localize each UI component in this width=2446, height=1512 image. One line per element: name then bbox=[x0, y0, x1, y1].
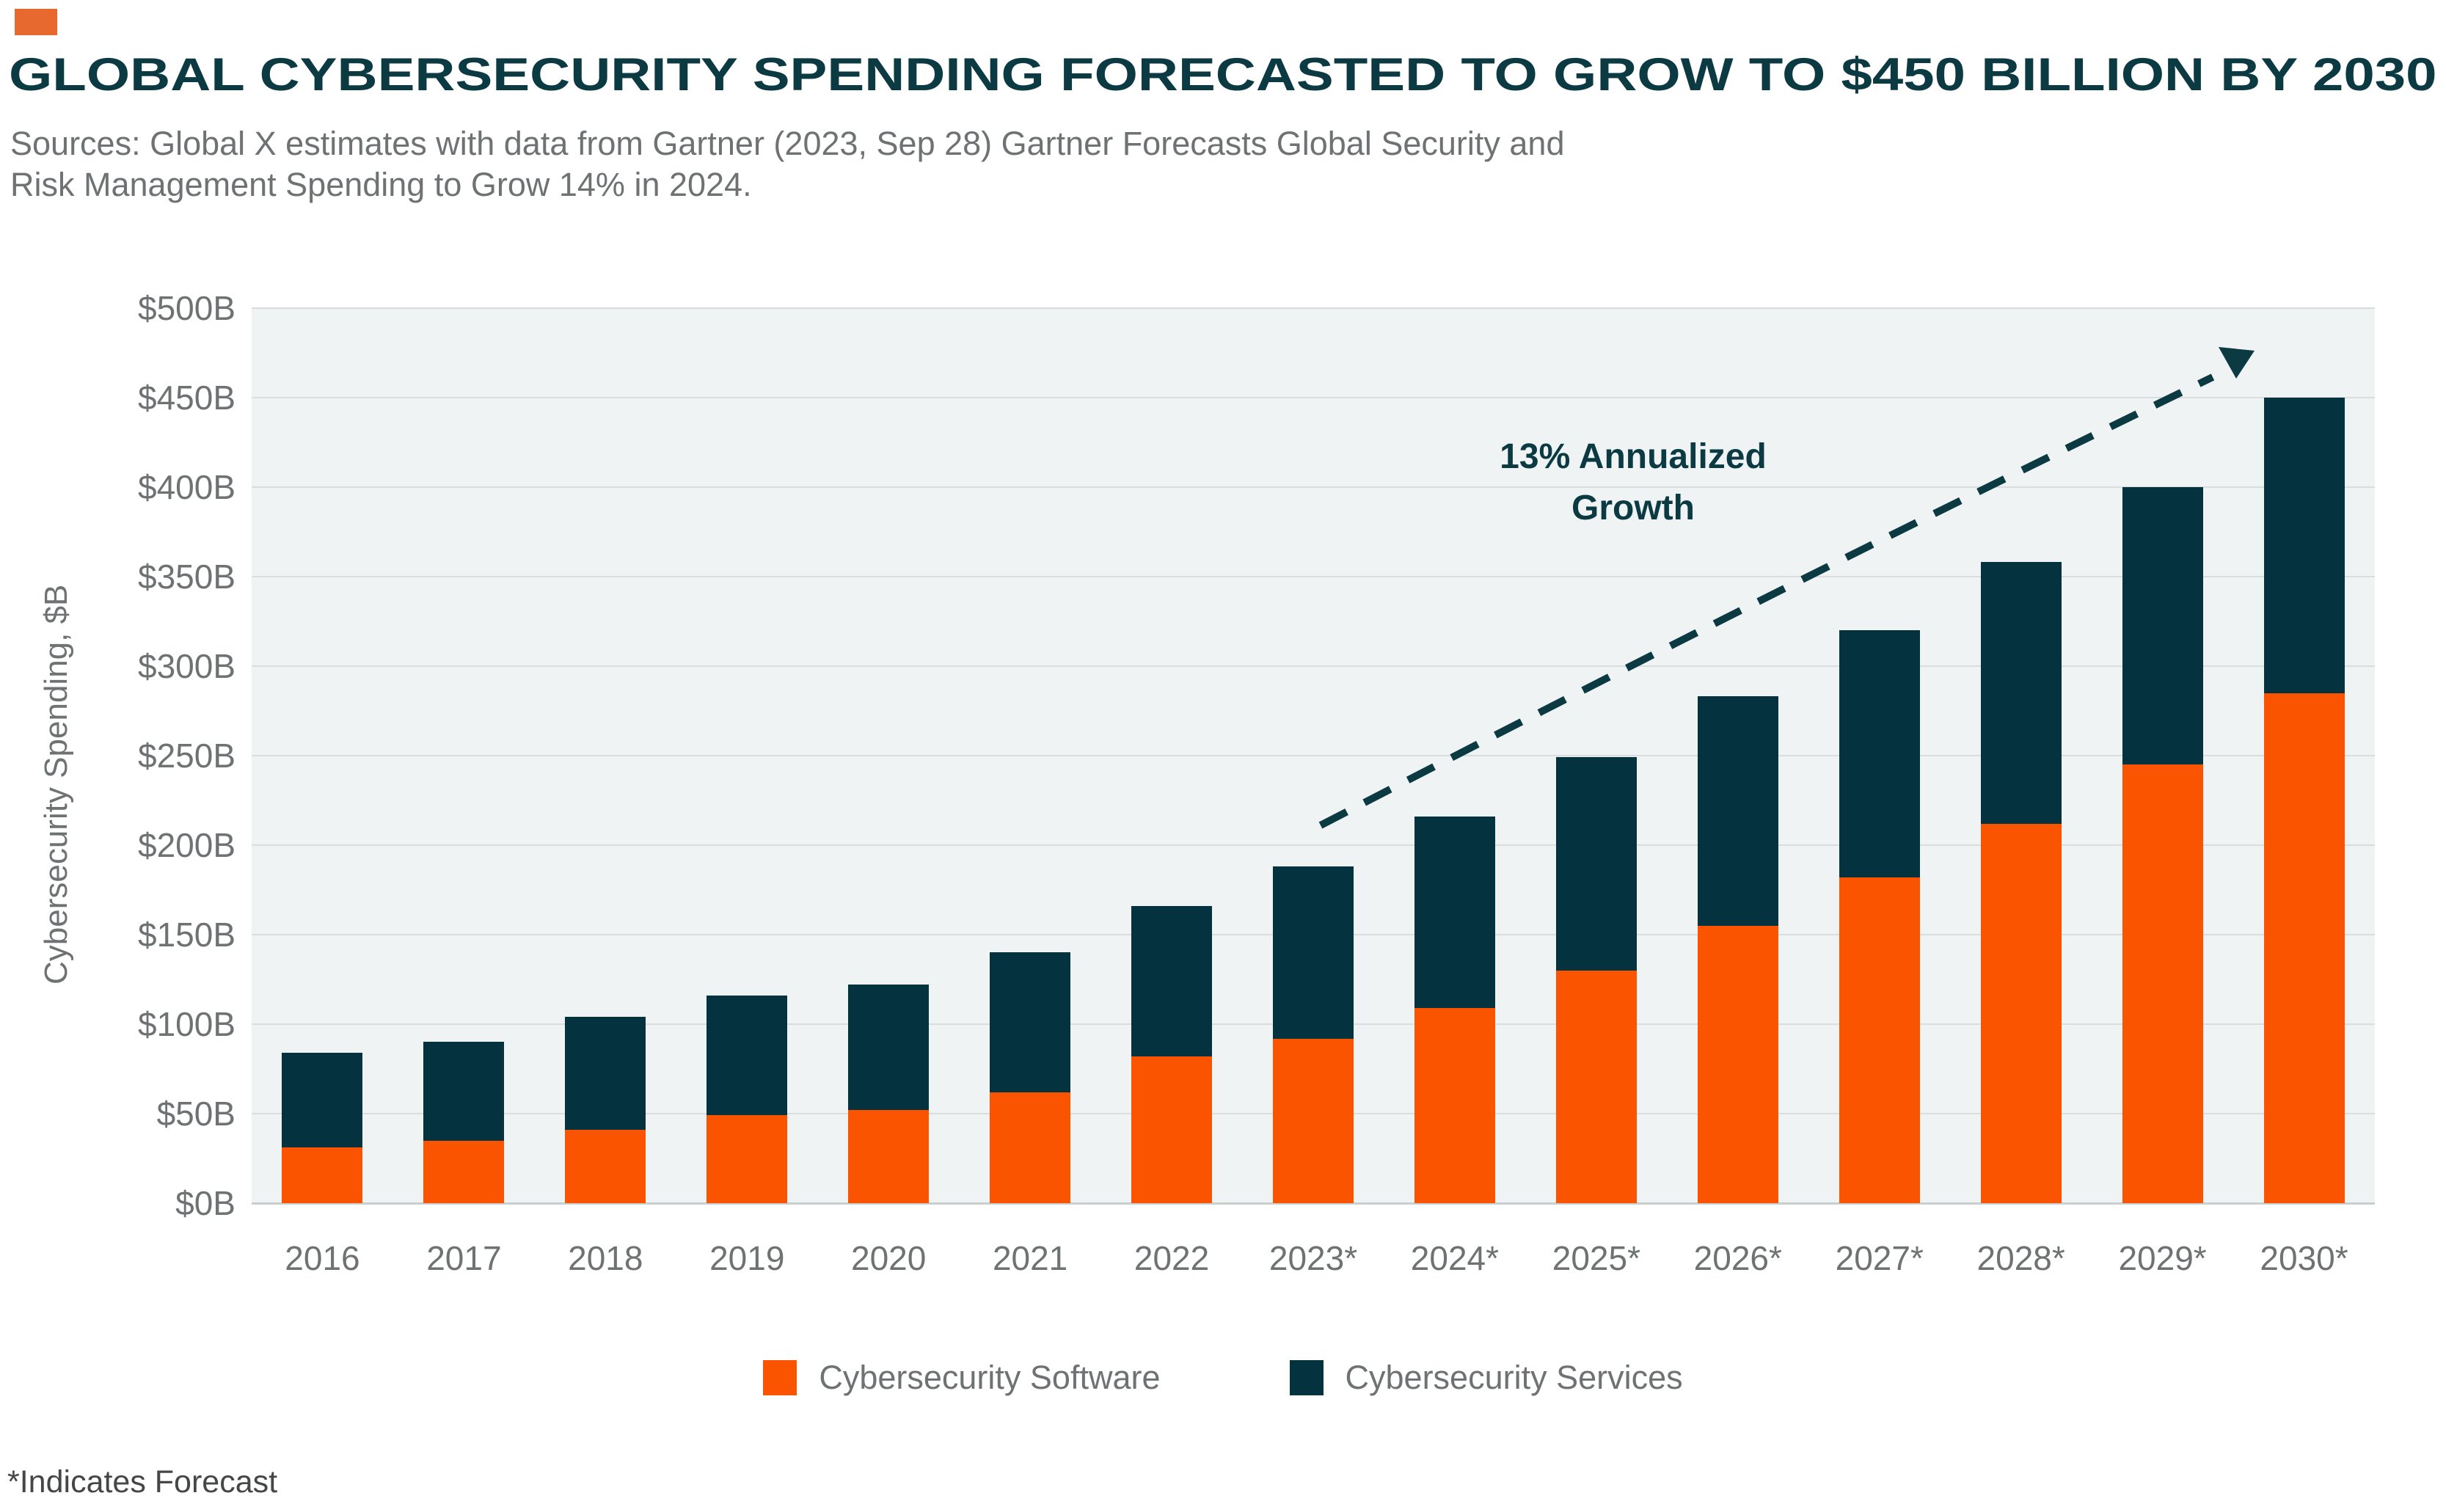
bar-segment-services bbox=[1555, 757, 1637, 971]
chart-title: GLOBAL CYBERSECURITY SPENDING FORECASTED… bbox=[9, 49, 2437, 101]
bar-2017 bbox=[423, 1042, 505, 1203]
bar-2029 bbox=[2122, 487, 2203, 1203]
x-tick-label-2024: 2024* bbox=[1410, 1239, 1500, 1277]
bar-2026 bbox=[1697, 696, 1778, 1203]
bar-segment-software bbox=[565, 1129, 646, 1203]
bar-segment-software bbox=[990, 1092, 1071, 1203]
bar-segment-software bbox=[2122, 764, 2203, 1203]
y-tick-label-450b: $450B bbox=[137, 379, 236, 417]
bar-2023 bbox=[1273, 866, 1354, 1203]
bar-segment-software bbox=[1414, 1008, 1495, 1203]
bar-segment-services bbox=[2263, 398, 2345, 693]
bar-segment-services bbox=[1839, 630, 1920, 877]
gridline-350b bbox=[252, 576, 2375, 577]
bar-segment-software bbox=[2263, 693, 2345, 1203]
y-tick-label-250b: $250B bbox=[137, 737, 236, 775]
legend-label-software: Cybersecurity Software bbox=[819, 1359, 1161, 1396]
bar-segment-services bbox=[707, 995, 788, 1116]
legend-label-services: Cybersecurity Services bbox=[1345, 1359, 1683, 1396]
x-tick-label-2028: 2028* bbox=[1976, 1239, 2065, 1277]
y-tick-label-400b: $400B bbox=[137, 468, 236, 506]
source-line-1: Sources: Global X estimates with data fr… bbox=[10, 125, 1565, 162]
y-tick-label-150b: $150B bbox=[137, 916, 236, 954]
x-tick-label-2025: 2025* bbox=[1552, 1239, 1640, 1277]
bar-segment-services bbox=[990, 952, 1071, 1092]
y-tick-label-200b: $200B bbox=[137, 826, 236, 864]
bar-segment-services bbox=[282, 1053, 363, 1148]
gridline-500b bbox=[252, 307, 2375, 309]
x-tick-label-2019: 2019 bbox=[709, 1239, 785, 1277]
x-tick-label-2017: 2017 bbox=[426, 1239, 502, 1277]
bar-segment-software bbox=[848, 1110, 930, 1203]
source-line-2: Risk Management Spending to Grow 14% in … bbox=[10, 166, 752, 203]
gridline-400b bbox=[252, 486, 2375, 488]
bar-2019 bbox=[707, 995, 788, 1203]
gridline-200b bbox=[252, 844, 2375, 846]
legend-item-software: Cybersecurity Software bbox=[763, 1359, 1161, 1397]
plot-area: 13% Annualized Growth $0B $50B $100B $150B $… bbox=[138, 289, 2375, 1277]
bar-2025 bbox=[1555, 757, 1637, 1203]
x-tick-label-2030: 2030* bbox=[2260, 1239, 2348, 1277]
bar-segment-services bbox=[565, 1017, 646, 1130]
x-tick-label-2026: 2026* bbox=[1693, 1239, 1782, 1277]
bar-2020 bbox=[848, 985, 930, 1203]
bar-2021 bbox=[990, 952, 1071, 1203]
bar-segment-services bbox=[1980, 562, 2062, 824]
bar-2030 bbox=[2263, 398, 2345, 1203]
bar-segment-software bbox=[707, 1115, 788, 1203]
bar-segment-software bbox=[1555, 970, 1637, 1203]
bar-2022 bbox=[1131, 905, 1213, 1203]
bar-segment-services bbox=[1414, 816, 1495, 1009]
bar-segment-software bbox=[1980, 823, 2062, 1203]
y-tick-label-300b: $300B bbox=[137, 647, 236, 685]
brand-accent-square bbox=[15, 9, 57, 35]
source-note: Sources: Global X estimates with data fr… bbox=[10, 123, 1564, 205]
bar-segment-services bbox=[1273, 866, 1354, 1039]
bar-segment-software bbox=[1697, 925, 1778, 1203]
bar-2027 bbox=[1839, 630, 1920, 1203]
gridline-0b bbox=[252, 1202, 2375, 1205]
bar-segment-software bbox=[423, 1140, 505, 1203]
bar-segment-services bbox=[423, 1042, 505, 1141]
bar-2016 bbox=[282, 1053, 363, 1203]
x-tick-label-2022: 2022 bbox=[1133, 1239, 1210, 1277]
bar-segment-software bbox=[1839, 877, 1920, 1203]
y-tick-label-0b: $0B bbox=[175, 1184, 236, 1222]
services-swatch-icon bbox=[1289, 1360, 1324, 1395]
y-tick-label-50b: $50B bbox=[156, 1095, 236, 1133]
legend-item-services: Cybersecurity Services bbox=[1289, 1359, 1683, 1397]
bar-segment-software bbox=[1131, 1056, 1213, 1203]
bar-segment-services bbox=[2122, 487, 2203, 765]
growth-annotation-line-1: 13% Annualized bbox=[1500, 437, 1767, 476]
bar-segment-services bbox=[848, 985, 930, 1111]
x-tick-label-2020: 2020 bbox=[851, 1239, 927, 1277]
x-tick-label-2023: 2023* bbox=[1268, 1239, 1358, 1277]
software-swatch-icon bbox=[763, 1360, 797, 1395]
bar-segment-services bbox=[1697, 696, 1778, 926]
x-tick-label-2016: 2016 bbox=[285, 1239, 360, 1277]
gridline-250b bbox=[252, 755, 2375, 756]
x-tick-label-2029: 2029* bbox=[2118, 1239, 2207, 1277]
bar-2028 bbox=[1980, 562, 2062, 1203]
bar-segment-software bbox=[282, 1147, 363, 1203]
x-tick-label-2021: 2021 bbox=[992, 1239, 1068, 1277]
bar-segment-services bbox=[1131, 905, 1213, 1056]
growth-annotation-line-2: Growth bbox=[1571, 489, 1695, 527]
gridline-450b bbox=[252, 397, 2375, 398]
x-tick-label-2018: 2018 bbox=[568, 1239, 643, 1277]
bar-2018 bbox=[565, 1017, 646, 1203]
y-tick-label-500b: $500B bbox=[137, 289, 236, 327]
y-tick-label-350b: $350B bbox=[137, 558, 236, 596]
y-axis-title: Cybersecurity Spending, $B bbox=[38, 584, 74, 985]
growth-annotation: 13% Annualized Growth bbox=[1450, 431, 1817, 534]
x-tick-label-2027: 2027* bbox=[1835, 1239, 1924, 1277]
forecast-footnote: *Indicates Forecast bbox=[7, 1464, 278, 1500]
y-tick-label-100b: $100B bbox=[137, 1005, 236, 1043]
legend: Cybersecurity Software Cybersecurity Ser… bbox=[0, 1359, 2446, 1397]
gridline-300b bbox=[252, 665, 2375, 667]
bar-segment-software bbox=[1273, 1038, 1354, 1203]
bar-2024 bbox=[1414, 816, 1495, 1203]
